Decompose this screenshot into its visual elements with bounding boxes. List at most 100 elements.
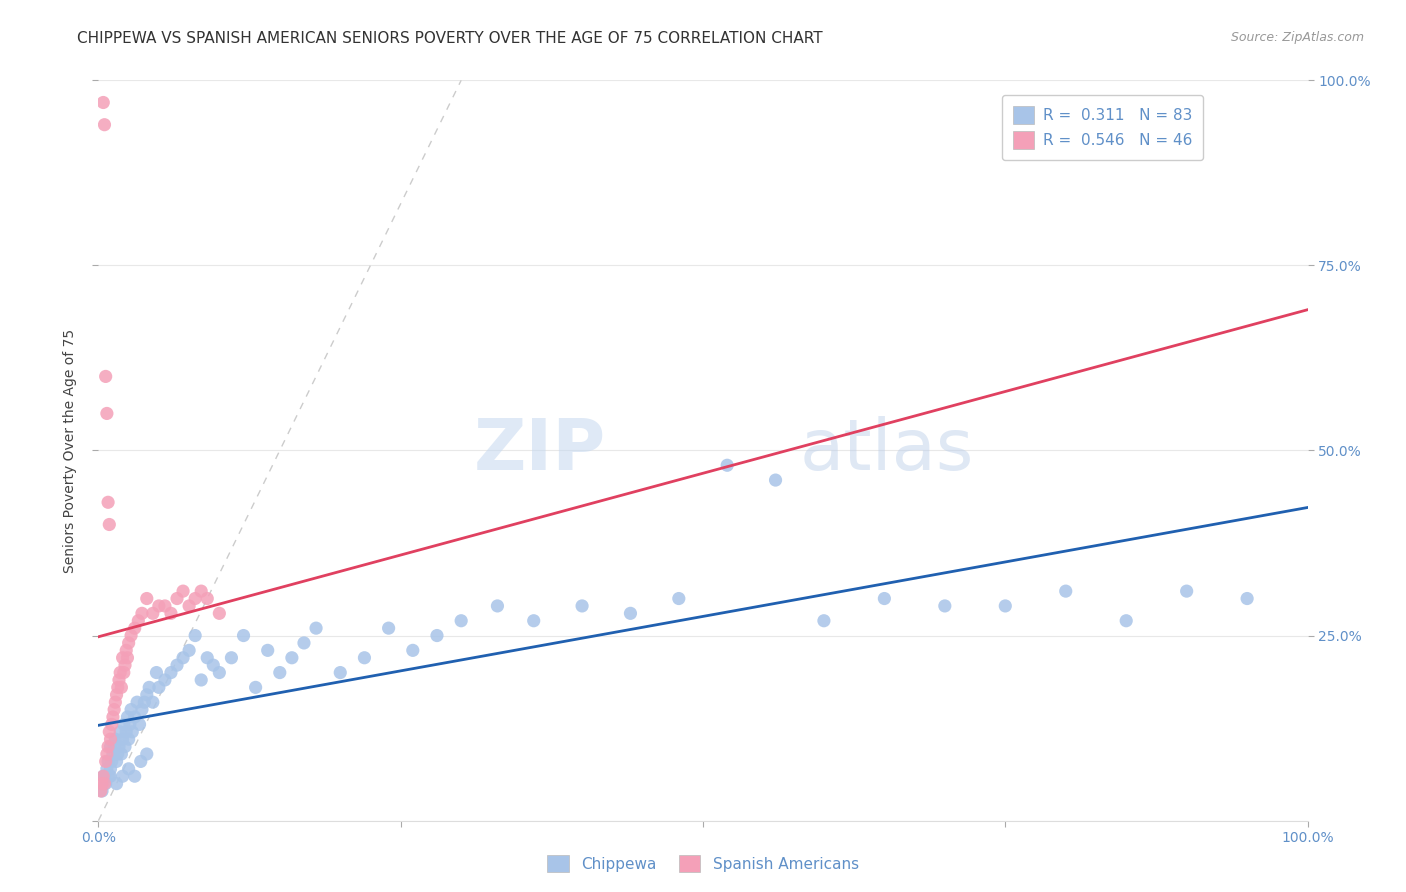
Point (716, 458, 738, 473)
Point (619, 607, 641, 621)
Legend: Chippewa, Spanish Americans: Chippewa, Spanish Americans (540, 847, 866, 880)
Point (100, 762, 122, 776)
Point (172, 584, 194, 599)
Text: Source: ZipAtlas.com: Source: ZipAtlas.com (1230, 31, 1364, 45)
Point (148, 681, 170, 695)
Point (813, 614, 835, 628)
Point (118, 636, 141, 650)
Point (195, 591, 218, 606)
Point (103, 703, 125, 717)
Point (571, 599, 593, 613)
Point (105, 688, 128, 702)
Point (97, 739, 120, 754)
Point (98, 724, 121, 739)
Point (668, 591, 690, 606)
Point (281, 650, 304, 665)
Point (135, 688, 157, 702)
Point (1175, 584, 1198, 599)
Point (91, 95, 114, 110)
Point (120, 703, 142, 717)
Point (94, 755, 117, 769)
Point (111, 732, 134, 747)
Point (184, 628, 207, 642)
Point (114, 739, 136, 754)
Point (103, 739, 125, 754)
Point (160, 607, 183, 621)
Point (104, 732, 127, 747)
Point (190, 673, 212, 687)
Point (426, 628, 449, 642)
Point (107, 681, 129, 695)
Point (245, 681, 267, 695)
Point (118, 762, 141, 776)
Point (96, 762, 118, 776)
Point (100, 739, 122, 754)
Point (221, 650, 243, 665)
Point (108, 739, 131, 754)
Text: atlas: atlas (800, 416, 974, 485)
Point (128, 717, 150, 731)
Point (148, 599, 170, 613)
Point (110, 681, 132, 695)
Point (94, 369, 117, 384)
Point (124, 769, 146, 783)
Y-axis label: Seniors Poverty Over the Age of 75: Seniors Poverty Over the Age of 75 (63, 328, 77, 573)
Point (100, 732, 122, 747)
Point (98, 517, 121, 532)
Point (329, 665, 352, 680)
Point (450, 614, 472, 628)
Point (131, 703, 153, 717)
Point (105, 776, 128, 791)
Point (138, 681, 160, 695)
Point (118, 732, 141, 747)
Point (232, 628, 254, 642)
Point (97, 495, 120, 509)
Point (98, 769, 121, 783)
Point (256, 643, 278, 657)
Point (1236, 591, 1258, 606)
Point (172, 650, 194, 665)
Point (101, 747, 124, 761)
Point (873, 591, 896, 606)
Point (145, 665, 167, 680)
Point (523, 614, 546, 628)
Point (90, 784, 112, 798)
Point (93, 776, 115, 791)
Point (166, 658, 188, 673)
Text: CHIPPEWA VS SPANISH AMERICAN SENIORS POVERTY OVER THE AGE OF 75 CORRELATION CHAR: CHIPPEWA VS SPANISH AMERICAN SENIORS POV… (77, 31, 823, 46)
Point (91, 784, 114, 798)
Legend: R =  0.311   N = 83, R =  0.546   N = 46: R = 0.311 N = 83, R = 0.546 N = 46 (1002, 95, 1204, 160)
Point (153, 599, 176, 613)
Point (292, 636, 315, 650)
Point (142, 607, 165, 621)
Point (377, 621, 399, 635)
Point (104, 695, 127, 709)
Point (100, 717, 122, 731)
Point (121, 724, 143, 739)
Point (190, 584, 212, 599)
Point (142, 695, 165, 709)
Point (105, 755, 128, 769)
Point (124, 621, 146, 635)
Point (101, 710, 124, 724)
Point (93, 769, 115, 783)
Point (91, 769, 114, 783)
Point (765, 473, 787, 487)
Point (179, 599, 201, 613)
Point (269, 665, 291, 680)
Point (129, 755, 152, 769)
Point (120, 628, 142, 642)
Point (115, 643, 138, 657)
Point (486, 599, 509, 613)
Point (1054, 584, 1077, 599)
Point (100, 755, 122, 769)
Point (96, 747, 118, 761)
Point (91, 776, 114, 791)
Point (108, 673, 131, 687)
Point (108, 665, 131, 680)
Point (93, 118, 115, 132)
Point (112, 665, 135, 680)
Point (124, 710, 146, 724)
Text: ZIP: ZIP (474, 416, 606, 485)
Point (118, 717, 141, 731)
